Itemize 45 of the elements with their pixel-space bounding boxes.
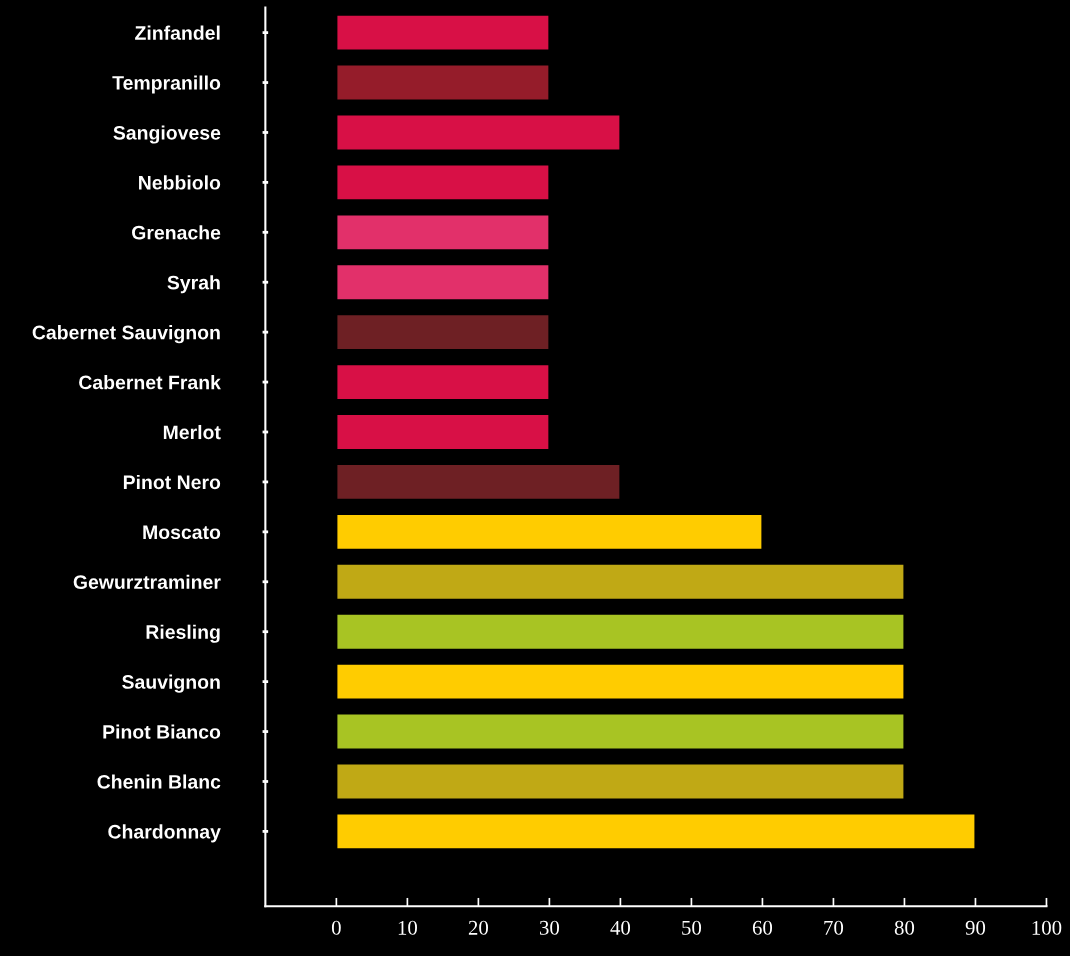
- bar: [335, 13, 551, 52]
- x-tick-label: 90: [965, 920, 986, 935]
- y-tick-label: Merlot: [163, 424, 221, 440]
- y-tick-label: Sangiovese: [113, 125, 221, 144]
- bar: [335, 213, 551, 252]
- y-tick-label: Sauvignon: [122, 674, 220, 693]
- bar: [335, 662, 906, 701]
- y-tick-label: Chenin Blanc: [97, 774, 221, 789]
- x-tick-label: 50: [682, 920, 702, 935]
- y-tick-label: Cabernet Frank: [79, 375, 221, 390]
- bar: [335, 313, 551, 352]
- y-tick-label: Pinot Nero: [123, 474, 221, 490]
- y-tick-label: Cabernet Sauvignon: [32, 325, 220, 344]
- y-tick-label: Pinot Bianco: [103, 724, 221, 739]
- x-tick-label: 20: [468, 920, 489, 935]
- bar: [335, 562, 906, 601]
- y-tick-label: Nebbiolo: [139, 175, 221, 190]
- bar: [335, 712, 906, 751]
- bar: [335, 412, 551, 452]
- bar: [335, 512, 764, 551]
- bar: [335, 163, 551, 202]
- x-tick-label: 10: [398, 920, 417, 935]
- x-tick-label: 60: [752, 920, 773, 935]
- y-tick-label: Chardonnay: [108, 824, 221, 843]
- y-tick-label: Grenache: [132, 225, 221, 240]
- y-tick-label: Moscato: [143, 525, 221, 540]
- bar: [335, 462, 622, 501]
- bar: [335, 812, 977, 851]
- y-tick-label: Riesling: [146, 624, 220, 643]
- bar: [335, 612, 906, 651]
- bar: [335, 363, 551, 402]
- bar: [335, 762, 906, 801]
- y-tick-label: Gewurztraminer: [73, 574, 221, 590]
- x-tick-label: 0: [331, 920, 341, 935]
- y-tick-label: Zinfandel: [135, 25, 220, 40]
- x-tick-label: 100: [1032, 920, 1062, 935]
- y-tick-label: Tempranillo: [112, 75, 221, 94]
- y-tick-label: Syrah: [167, 275, 220, 294]
- bar: [335, 113, 622, 152]
- x-tick-label: 40: [610, 920, 631, 935]
- bar: [335, 63, 551, 102]
- x-tick-label: 80: [894, 920, 915, 935]
- x-tick-label: 30: [539, 920, 560, 935]
- x-tick-label: 70: [824, 920, 844, 935]
- bar: [335, 263, 551, 302]
